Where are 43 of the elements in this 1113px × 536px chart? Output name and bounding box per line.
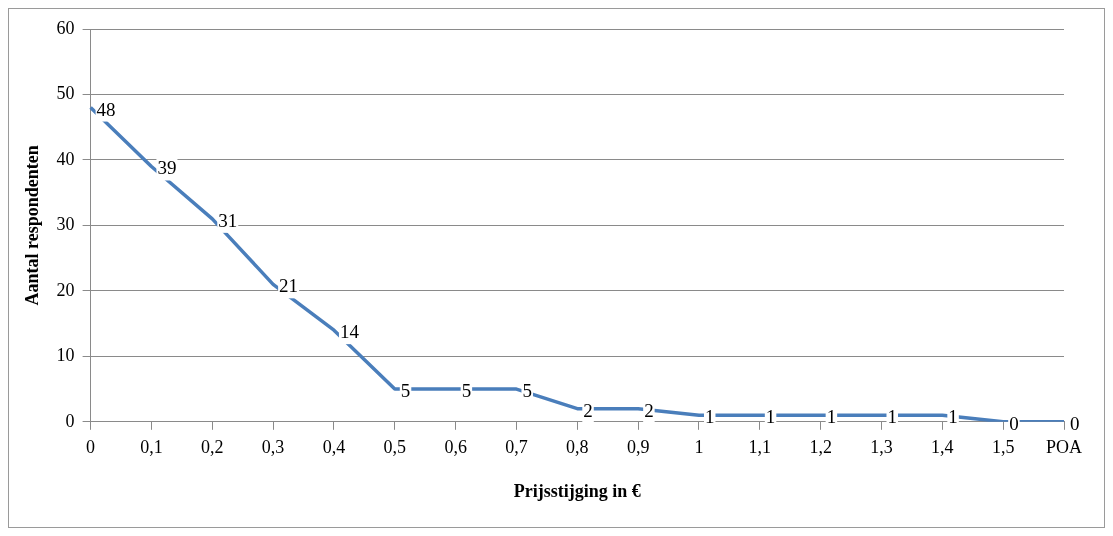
data-label: 5 <box>522 380 532 402</box>
y-tick-label: 10 <box>56 345 75 366</box>
x-tick-label: 0,2 <box>201 437 224 458</box>
x-tick-label: POA <box>1045 437 1083 458</box>
x-tick-label: 1,4 <box>931 437 954 458</box>
data-label: 2 <box>644 399 654 421</box>
x-tick-label: 0,6 <box>444 437 467 458</box>
x-tick-label: 1,2 <box>809 437 832 458</box>
data-label: 1 <box>948 406 958 428</box>
data-label: 1 <box>765 406 776 428</box>
x-tick-label: 0,3 <box>261 437 285 458</box>
data-label: 21 <box>279 275 299 297</box>
x-tick-label: 0,8 <box>566 437 589 458</box>
x-tick-label: 1,3 <box>870 437 893 458</box>
data-label: 2 <box>583 399 593 421</box>
x-tick-label: 0,1 <box>140 437 163 458</box>
x-axis-title: Prijsstijging in € <box>513 480 641 501</box>
data-label: 1 <box>826 406 837 428</box>
y-tick-label: 50 <box>56 83 75 104</box>
data-label: 0 <box>1009 412 1019 434</box>
x-tick-label: 0 <box>86 437 96 458</box>
data-label: 1 <box>887 406 897 428</box>
x-tick-label: 0,4 <box>322 437 346 458</box>
x-tick-label: 1,1 <box>748 437 772 458</box>
x-tick-label: 0,9 <box>626 437 650 458</box>
x-tick-label: 1,5 <box>991 437 1015 458</box>
y-tick-label: 30 <box>56 214 75 235</box>
y-axis-title: Aantal respondenten <box>22 145 43 306</box>
y-tick-label: 0 <box>65 410 75 431</box>
data-label: 1 <box>704 406 715 428</box>
data-label: 39 <box>157 157 177 179</box>
y-tick-label: 20 <box>56 279 75 300</box>
data-label: 5 <box>400 380 411 402</box>
data-label: 5 <box>461 380 472 402</box>
data-label: 14 <box>339 321 360 343</box>
x-tick-label: 0,5 <box>383 437 407 458</box>
y-tick-label: 40 <box>56 148 75 169</box>
data-label: 48 <box>96 98 116 120</box>
data-label: 0 <box>1070 412 1080 434</box>
y-tick-label: 60 <box>56 17 75 38</box>
x-tick-label: 1 <box>694 437 704 458</box>
x-tick-label: 0,7 <box>505 437 528 458</box>
data-label: 31 <box>218 209 238 231</box>
